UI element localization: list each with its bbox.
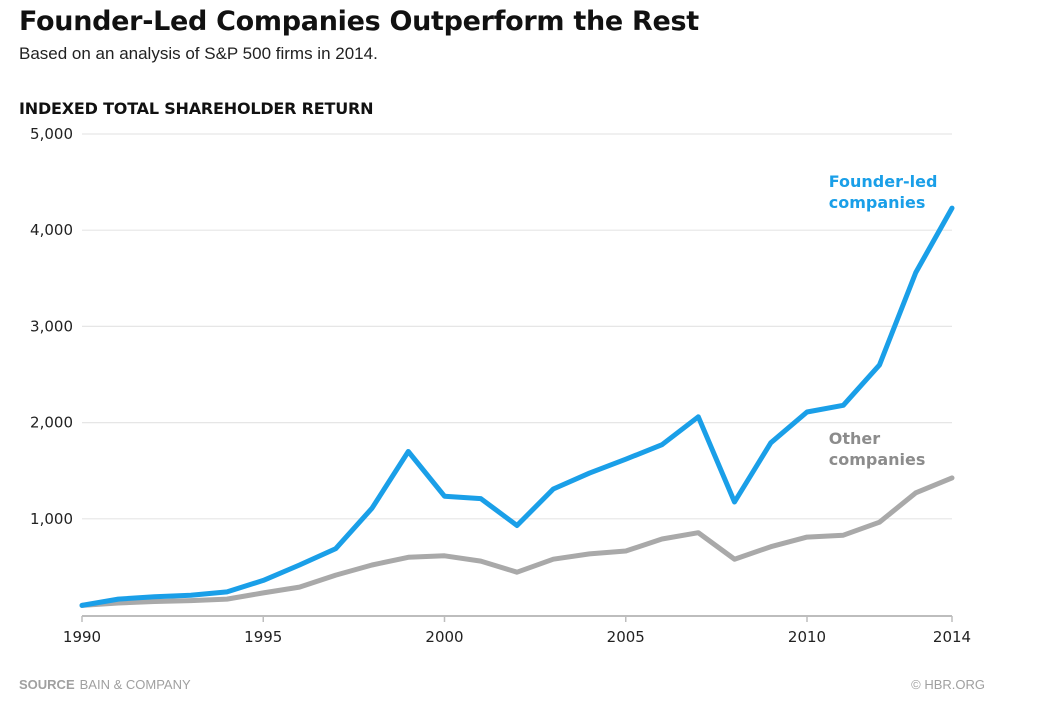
series-lines: [79, 205, 955, 608]
x-tick-label: 2010: [788, 628, 826, 646]
y-axis-ticks: 1,000 2,000 3,000 4,000 5,000: [30, 125, 73, 528]
founder-led-line: [79, 205, 955, 608]
y-tick-label: 1,000: [30, 510, 73, 528]
founder-led-label: Founder-led companies: [829, 172, 938, 212]
copyright-credit: © HBR.ORG: [911, 677, 985, 692]
x-tick-label: 2005: [607, 628, 645, 646]
source-value: BAIN & COMPANY: [79, 677, 191, 692]
x-tick-label: 2014: [933, 628, 971, 646]
y-tick-label: 4,000: [30, 221, 73, 239]
source-note: SOURCE BAIN & COMPANY: [19, 677, 191, 692]
other-companies-line: [79, 475, 955, 608]
y-tick-label: 3,000: [30, 317, 73, 335]
series-labels: Founder-led companies Other companies: [829, 172, 938, 469]
y-tick-label: 5,000: [30, 125, 73, 143]
y-axis-title: INDEXED TOTAL SHAREHOLDER RETURN: [19, 99, 374, 118]
x-tick-label: 1990: [63, 628, 101, 646]
chart-title: Founder-Led Companies Outperform the Res…: [19, 6, 699, 37]
x-tick-label: 2000: [425, 628, 463, 646]
source-key: SOURCE: [19, 677, 75, 692]
y-tick-label: 2,000: [30, 414, 73, 432]
x-axis: 1990 1995 2000 2005 2010 2014: [63, 615, 971, 646]
x-tick-label: 1995: [244, 628, 282, 646]
gridlines: [82, 133, 952, 520]
chart-subtitle: Based on an analysis of S&P 500 firms in…: [19, 44, 378, 63]
other-companies-label: Other companies: [829, 429, 926, 469]
